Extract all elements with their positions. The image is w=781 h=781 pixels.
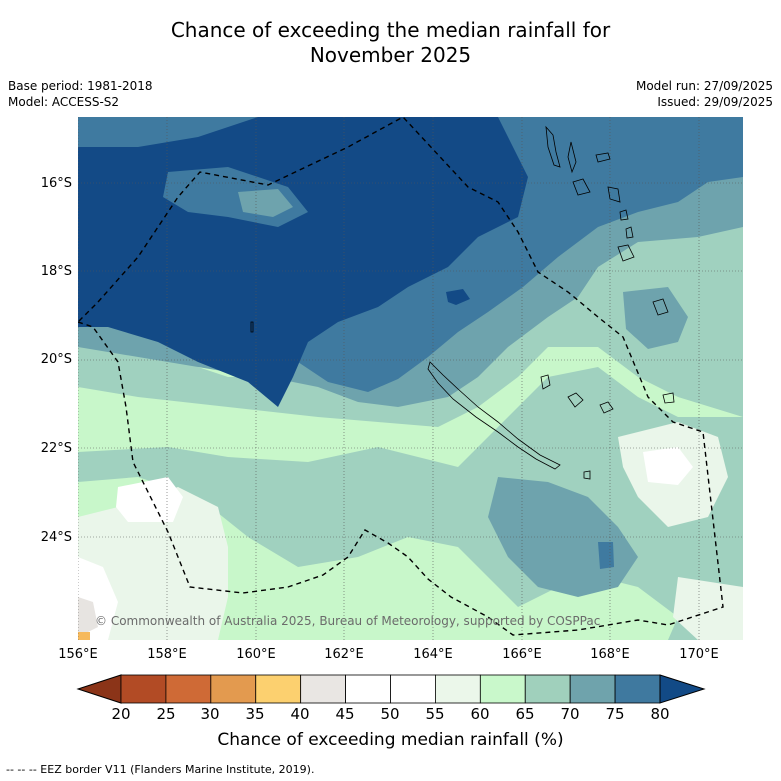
eez-border (78, 117, 724, 636)
colorbar-bin (165, 674, 212, 704)
region-70-75-east (623, 287, 688, 349)
region-55-60-south (673, 577, 743, 640)
colorbar-bin (435, 674, 481, 704)
vanuatu-8 (662, 392, 675, 404)
model-run: Model run: 27/09/2025 (635, 79, 773, 93)
lon-label: 168°E (590, 647, 630, 662)
lon-label: 170°E (679, 647, 719, 662)
region-80-island-patch (446, 289, 470, 305)
colorbar-over-triangle (659, 674, 706, 704)
lat-label: 16°S (40, 176, 72, 191)
vanuatu-9 (619, 209, 629, 221)
vanuatu-3 (595, 152, 611, 163)
colorbar-bin (569, 674, 616, 704)
colorbar (76, 674, 706, 704)
lat-label: 24°S (40, 530, 72, 545)
base-period: Base period: 1981-2018 (8, 79, 153, 93)
colorbar-bin (255, 674, 302, 704)
colorbar-tick: 35 (245, 705, 265, 723)
lon-label: 166°E (502, 647, 542, 662)
vanuatu-7 (652, 298, 669, 316)
colorbar-bin (300, 674, 346, 704)
colorbar-tick: 45 (335, 705, 355, 723)
loyalty-island-2 (599, 401, 614, 414)
colorbar-bin (120, 674, 167, 704)
colorbar-tick: 55 (425, 705, 445, 723)
lon-label: 158°E (147, 647, 187, 662)
region-75-80-east (598, 542, 614, 569)
vanuatu-10 (625, 226, 634, 239)
loyalty-island-1 (567, 392, 584, 408)
lat-label: 20°S (40, 352, 72, 367)
region-70-75-inlet (238, 189, 293, 217)
colorbar-tick: 25 (156, 705, 176, 723)
map-canvas (78, 117, 743, 640)
lon-label: 164°E (413, 647, 453, 662)
rainfall-map (78, 117, 743, 640)
meta-left: Base period: 1981-2018 Model: ACCESS-S2 (8, 78, 153, 110)
issued-date: Issued: 29/09/2025 (657, 95, 773, 109)
lat-label: 18°S (40, 264, 72, 279)
footnote-eez: -- -- -- EEZ border V11 (Flanders Marine… (6, 763, 315, 776)
colorbar-tick: 60 (470, 705, 490, 723)
region-40-45-corner (78, 597, 98, 637)
small-island-west (250, 321, 254, 333)
lon-label: 160°E (236, 647, 276, 662)
colorbar-tick: 70 (560, 705, 580, 723)
new-caledonia (427, 361, 561, 470)
colorbar-bin (524, 674, 571, 704)
colorbar-tick: 20 (111, 705, 131, 723)
region-35-40-corner (78, 632, 90, 640)
loyalty-small-1 (583, 470, 591, 480)
colorbar-tick: 30 (200, 705, 220, 723)
vanuatu-1 (545, 125, 561, 168)
colorbar-tick: 50 (380, 705, 400, 723)
colorbar-bin (345, 674, 391, 704)
loyalty-island-3 (540, 374, 551, 390)
meta-right: Model run: 27/09/2025 Issued: 29/09/2025 (636, 78, 773, 110)
colorbar-tick: 65 (515, 705, 535, 723)
region-50-55-e (643, 447, 693, 485)
coastlines (250, 125, 675, 480)
colorbar-bin (614, 674, 661, 704)
region-50-55-sw (116, 477, 183, 522)
vanuatu-2 (567, 141, 577, 174)
colorbar-bins (120, 674, 661, 704)
copyright-notice: © Commonwealth of Australia 2025, Bureau… (95, 614, 601, 628)
colorbar-tick: 75 (605, 705, 625, 723)
colorbar-bin (390, 674, 436, 704)
vanuatu-6 (617, 244, 635, 262)
lon-label: 156°E (58, 647, 98, 662)
chart-title: Chance of exceeding the median rainfall … (0, 18, 781, 68)
colorbar-title: Chance of exceeding median rainfall (%) (217, 730, 564, 750)
vanuatu-5 (607, 186, 621, 203)
title-line-2: November 2025 (309, 43, 472, 67)
lon-label: 162°E (324, 647, 364, 662)
colorbar-tick: 40 (290, 705, 310, 723)
model-name: Model: ACCESS-S2 (8, 95, 120, 109)
colorbar-bin (479, 674, 526, 704)
colorbar-under-triangle (76, 674, 122, 704)
colorbar-tick: 80 (650, 705, 670, 723)
vanuatu-4 (572, 178, 591, 196)
graticule (78, 117, 743, 640)
colorbar-bin (210, 674, 257, 704)
lat-label: 22°S (40, 441, 72, 456)
title-line-1: Chance of exceeding the median rainfall … (170, 18, 611, 42)
